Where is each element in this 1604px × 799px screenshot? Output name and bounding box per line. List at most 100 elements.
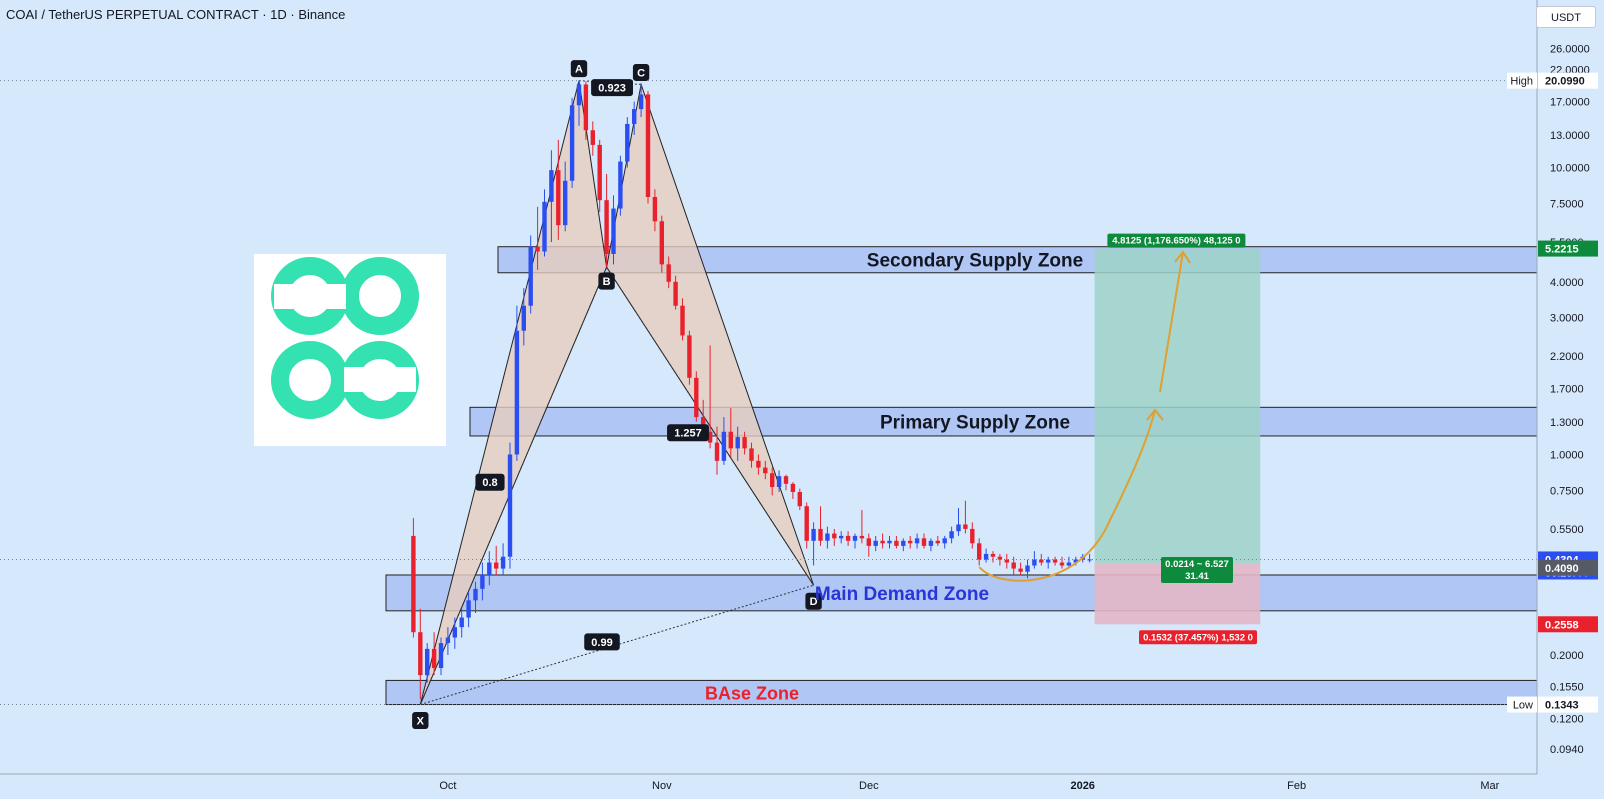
candle-body (1011, 562, 1016, 569)
candle-body (1087, 559, 1092, 561)
candle-body (852, 535, 858, 541)
pattern-ratio-line (419, 266, 608, 705)
y-tick-label: 7.5000 (1550, 198, 1584, 210)
risk-reward-label-bg (1161, 557, 1233, 583)
candle-body (625, 123, 630, 162)
zone-label: BAse Zone (705, 683, 799, 703)
candle-body (839, 535, 844, 539)
candle-body (549, 170, 554, 202)
candle-body (977, 543, 982, 560)
candle-body (666, 264, 671, 282)
price-note-high: High (1510, 76, 1533, 88)
candle-body (445, 637, 451, 644)
target-area (1094, 248, 1261, 564)
ratio-label-xd: 0.99 (591, 637, 612, 649)
candle-body (949, 531, 954, 539)
price-label-low: 0.1343 (1545, 700, 1579, 712)
candle-body (507, 454, 513, 557)
pattern-point-x-bg (412, 712, 429, 730)
price-label-target: 5.2215 (1545, 244, 1579, 256)
candle-body (1039, 559, 1044, 563)
candle-body (652, 196, 658, 222)
candle-body (728, 431, 733, 449)
price-axis (1537, 0, 1604, 799)
candle-body (500, 556, 506, 569)
logo-cut (274, 284, 346, 309)
candle-body (638, 94, 644, 110)
candle-body (921, 538, 927, 546)
candle-body (894, 540, 899, 546)
candle-body (438, 643, 444, 669)
ratio-label-ac: 0.923 (598, 83, 626, 95)
candle-body (604, 200, 609, 254)
candle-body (776, 476, 782, 488)
candle-body (804, 506, 809, 541)
pattern-point-x: X (417, 715, 425, 727)
y-tick-label: 1.3000 (1550, 417, 1584, 429)
candle-body (887, 540, 892, 544)
candle-body (901, 540, 906, 546)
candle-body (983, 553, 989, 560)
price-label-high-bg (1538, 72, 1598, 89)
candle-body (556, 170, 561, 226)
candle-body (914, 538, 920, 544)
candle-body (597, 144, 602, 201)
x-tick-label: Nov (652, 780, 672, 792)
price-note-bg (1507, 696, 1537, 713)
zone-label: Main Demand Zone (815, 584, 989, 605)
candle-body (673, 281, 678, 306)
candle-body (880, 540, 885, 544)
stop-label-bg (1139, 630, 1257, 645)
projected-path-1 (978, 409, 1156, 582)
projected-path-2 (1159, 251, 1184, 393)
price-label-low-bg (1538, 696, 1598, 713)
logo-ring (341, 257, 419, 335)
pattern-point-c: C (637, 67, 645, 79)
candle-body (487, 562, 492, 575)
candle-body (618, 161, 623, 209)
candle-body (1046, 559, 1051, 563)
y-tick-label: 0.1200 (1550, 714, 1584, 726)
ratio-label-xb: 0.8 (482, 477, 497, 489)
y-tick-label: 0.0940 (1550, 744, 1584, 756)
candle-body (818, 528, 823, 541)
candle-body (714, 442, 720, 461)
pattern-point-a: A (575, 64, 583, 76)
zone-box (469, 406, 1538, 437)
candle-body (611, 208, 616, 254)
candle-body (590, 130, 595, 145)
candle-body (466, 600, 471, 618)
ratio-label-xb-bg (475, 473, 505, 491)
pattern-point-d-bg (805, 592, 822, 610)
candle-body (707, 431, 713, 443)
candle-body (963, 524, 968, 529)
price-label-stop: 0.2558 (1545, 619, 1579, 631)
logo-ring (271, 341, 349, 419)
y-tick-label: 26.0000 (1550, 44, 1590, 56)
price-label-target-bg (1538, 240, 1598, 257)
candle-body (425, 648, 430, 676)
candle-body (742, 437, 747, 449)
y-tick-label: 2.2000 (1550, 351, 1584, 363)
x-tick-label: Mar (1480, 780, 1499, 792)
candle-body (859, 535, 865, 539)
candle-body (528, 246, 533, 306)
ratio-label-ac-bg (591, 79, 633, 97)
logo-cut (344, 367, 416, 392)
pattern-point-b: B (603, 276, 611, 288)
currency-button[interactable]: USDT (1536, 6, 1596, 28)
candle-body (942, 538, 947, 544)
y-tick-label: 1.0000 (1550, 449, 1584, 461)
y-tick-label: 17.0000 (1550, 97, 1590, 109)
candle-body (494, 562, 499, 569)
candle-body (956, 524, 961, 532)
x-tick-label: 2026 (1070, 780, 1094, 792)
candle-body (735, 437, 740, 449)
candle-body (721, 431, 727, 461)
pattern-point-b-bg (598, 272, 615, 290)
candle-body (418, 632, 423, 676)
ratio-label-xd-bg (584, 633, 620, 651)
candle-body (473, 588, 478, 601)
